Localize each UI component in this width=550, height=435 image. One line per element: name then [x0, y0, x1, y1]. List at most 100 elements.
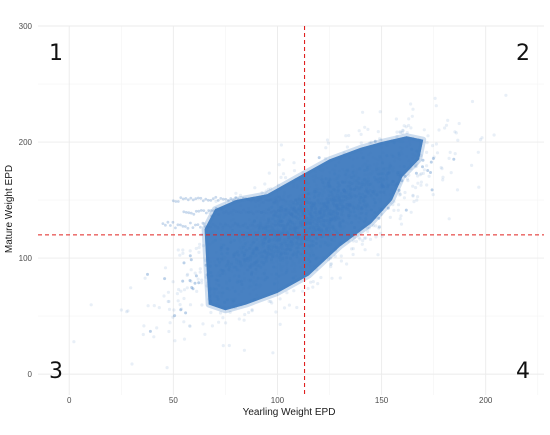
- data-point: [243, 242, 247, 246]
- data-point: [368, 188, 372, 192]
- x-tick-label: 50: [169, 396, 178, 405]
- data-point: [262, 262, 266, 266]
- band-point: [184, 197, 188, 200]
- band-point: [204, 211, 208, 215]
- data-point: [288, 228, 292, 232]
- data-point: [182, 296, 186, 301]
- data-point: [327, 200, 331, 203]
- data-point: [388, 215, 392, 219]
- data-point: [372, 191, 376, 195]
- data-point: [277, 274, 281, 278]
- data-point: [411, 107, 415, 111]
- data-point: [426, 169, 430, 172]
- data-point: [311, 220, 315, 224]
- data-point: [350, 221, 354, 225]
- data-point: [166, 299, 170, 304]
- data-point: [340, 180, 344, 184]
- point-cloud: [72, 93, 508, 370]
- data-point: [328, 178, 332, 182]
- data-point: [249, 243, 253, 247]
- data-point: [328, 229, 332, 233]
- data-point: [321, 219, 325, 222]
- data-point: [354, 194, 358, 198]
- data-point: [351, 252, 355, 257]
- band-point: [234, 196, 238, 199]
- data-point: [282, 251, 285, 255]
- data-point: [411, 184, 415, 188]
- data-point: [322, 221, 326, 225]
- data-point: [315, 190, 318, 194]
- data-point: [351, 170, 355, 174]
- data-point: [325, 214, 329, 218]
- data-point: [431, 157, 435, 160]
- data-point: [301, 198, 305, 202]
- data-point: [188, 249, 192, 253]
- data-point: [342, 205, 346, 209]
- data-point: [250, 264, 254, 268]
- data-point: [328, 183, 332, 187]
- data-point: [152, 335, 156, 339]
- data-point: [401, 128, 405, 132]
- data-point: [317, 227, 321, 231]
- data-point: [209, 271, 213, 274]
- data-point: [194, 274, 198, 278]
- data-point: [362, 236, 367, 240]
- data-point: [274, 213, 278, 217]
- data-point: [364, 189, 368, 193]
- data-point: [293, 222, 297, 226]
- band-point: [194, 197, 198, 201]
- data-point: [306, 216, 310, 220]
- data-point: [242, 254, 246, 257]
- data-point: [328, 220, 332, 224]
- data-point: [416, 181, 420, 185]
- data-point: [315, 222, 319, 226]
- data-point: [291, 208, 295, 212]
- data-point: [289, 240, 293, 243]
- band-point: [234, 210, 238, 214]
- data-point: [285, 291, 289, 295]
- data-point: [317, 216, 321, 220]
- data-point: [270, 301, 274, 305]
- data-point: [407, 123, 411, 128]
- data-point: [250, 270, 254, 274]
- data-point: [366, 229, 370, 233]
- data-point: [162, 294, 166, 298]
- data-point: [296, 234, 300, 238]
- data-point: [328, 219, 332, 223]
- data-point: [219, 245, 223, 249]
- data-point: [379, 190, 383, 194]
- data-point: [257, 227, 261, 231]
- data-point: [250, 273, 253, 277]
- data-point: [447, 156, 451, 160]
- data-point: [363, 169, 366, 172]
- data-point: [404, 208, 408, 212]
- data-point: [314, 219, 318, 222]
- data-point: [130, 362, 134, 366]
- data-point: [271, 226, 275, 230]
- band-point: [207, 209, 211, 212]
- data-point: [281, 224, 285, 227]
- data-point: [290, 243, 294, 247]
- data-point: [297, 206, 301, 210]
- data-point: [311, 244, 315, 248]
- data-point: [224, 264, 228, 268]
- data-point: [308, 212, 312, 216]
- data-point: [430, 188, 434, 192]
- data-point: [266, 245, 270, 248]
- data-point: [282, 226, 285, 230]
- band-point: [276, 199, 280, 203]
- data-point: [285, 252, 289, 256]
- data-point: [397, 191, 401, 195]
- data-point: [431, 144, 435, 148]
- band-point: [261, 201, 265, 204]
- band-point: [294, 225, 297, 229]
- data-point: [250, 272, 253, 276]
- data-point: [448, 150, 452, 154]
- data-point: [396, 171, 399, 175]
- data-point: [283, 213, 287, 217]
- data-point: [373, 201, 377, 205]
- data-point: [314, 207, 318, 211]
- data-point: [309, 221, 313, 225]
- data-point: [304, 238, 308, 242]
- data-point: [286, 238, 290, 242]
